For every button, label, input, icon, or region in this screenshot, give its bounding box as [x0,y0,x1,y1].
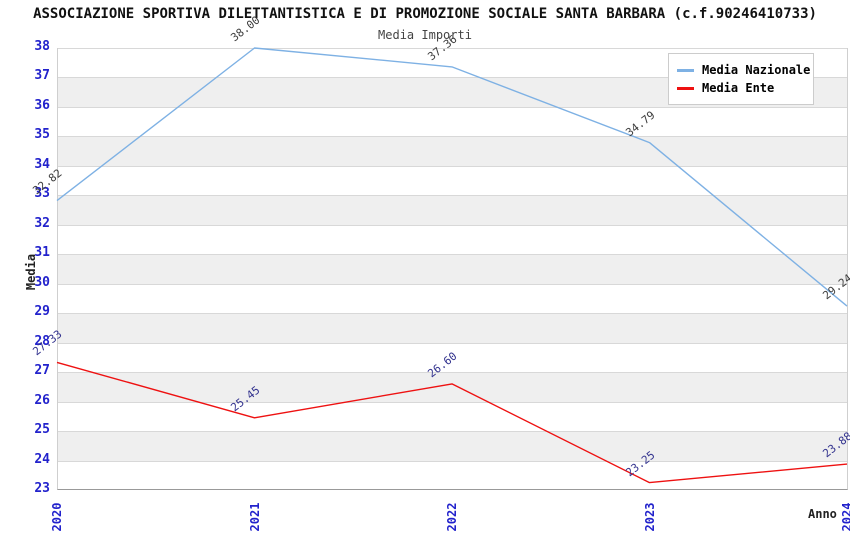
y-tick-label: 32 [34,215,50,231]
chart-title: ASSOCIAZIONE SPORTIVA DILETTANTISTICA E … [33,6,817,22]
y-axis-title: Media [24,253,38,291]
legend-line-swatch-icon [677,86,694,90]
x-tick-label: 2021 [247,502,262,532]
series-lines-layer [56,47,848,484]
legend-item-media-nazionale: Media Nazionale [677,61,810,79]
y-tick-label: 26 [34,392,50,408]
plot-band [58,342,847,372]
y-tick-label: 30 [34,274,50,290]
plot-band [58,401,847,431]
plot-band [58,224,847,254]
legend-label: Media Nazionale [702,63,811,77]
legend: Media Nazionale Media Ente [668,53,814,105]
x-tick-label: 2023 [642,502,657,532]
chart-subtitle: Media Importi [378,28,472,42]
legend-line-swatch-icon [677,68,694,72]
y-tick-label: 38 [34,39,50,54]
plot-band [58,136,847,166]
series-line-media-nazionale [56,47,848,307]
plot-band [58,372,847,402]
y-tick-label: 31 [34,245,50,261]
y-tick-label: 36 [34,97,50,113]
y-tick-label: 33 [34,186,50,202]
y-tick-label: 35 [34,127,50,143]
y-tick-label: 37 [34,68,50,84]
legend-label: Media Ente [702,81,775,95]
y-tick-label: 28 [34,333,50,349]
y-tick-label: 24 [34,451,50,467]
legend-item-media-ente: Media Ente [677,79,805,97]
plot-band [58,106,847,136]
y-tick-label: 27 [34,363,50,379]
y-tick-label: 34 [34,156,50,172]
plot-band [58,283,847,313]
y-tick-label: 29 [34,304,50,320]
y-tick-label: 25 [34,422,50,438]
plot-band [58,460,847,490]
x-tick-label: 2022 [445,502,459,532]
plot-band [58,195,847,225]
x-tick-label: 2020 [50,502,64,532]
plot-band [58,313,847,343]
x-tick-label: 2024 [840,502,850,532]
x-axis-title: Anno [808,507,837,521]
plot-band [58,48,847,77]
y-tick-label: 23 [34,481,50,496]
plot-band [58,254,847,284]
plot-band [58,165,847,195]
plot-area [57,48,848,490]
plot-band [58,431,847,461]
series-line-media-ente [56,361,848,484]
